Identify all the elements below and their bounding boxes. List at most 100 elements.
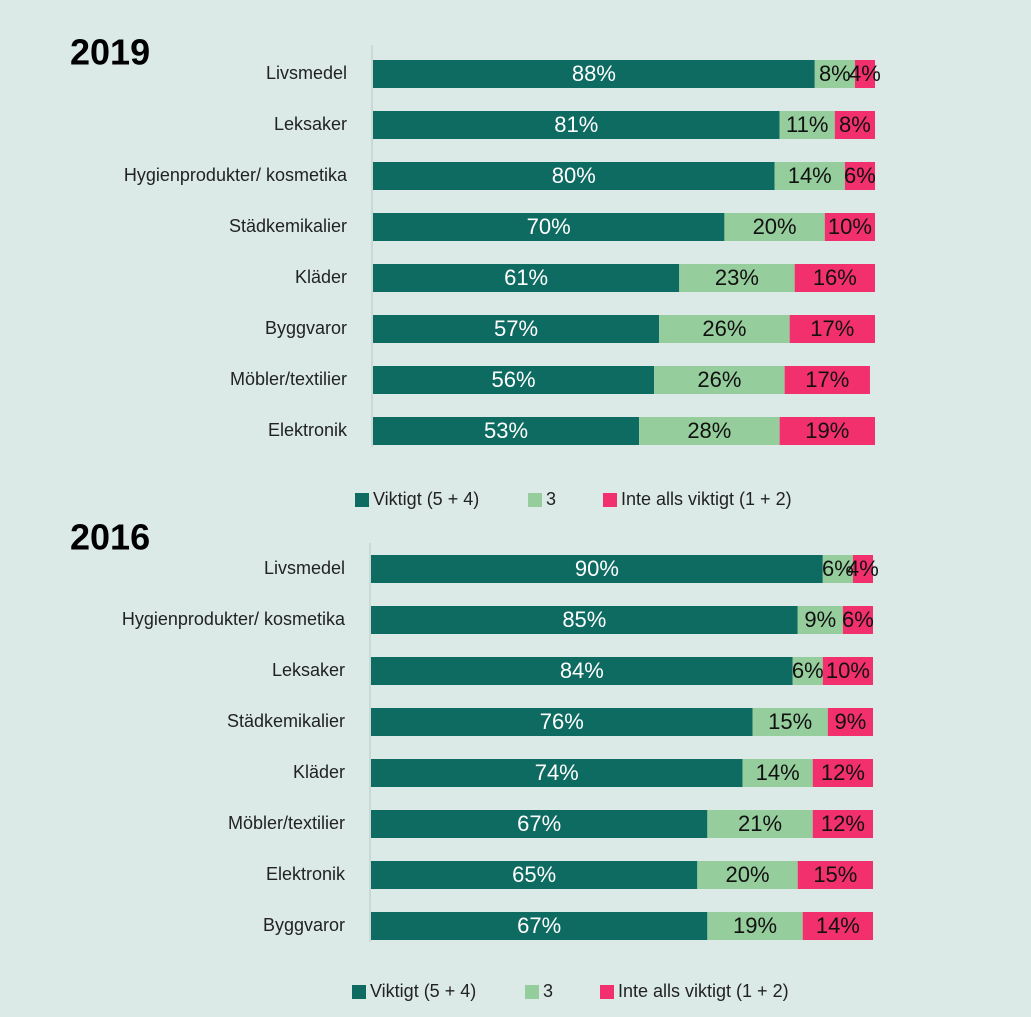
bar-segment [842,606,873,634]
bar-segment [373,111,780,139]
legend-label: 3 [546,489,556,509]
bar-segment [792,657,823,685]
category-label: Leksaker [272,660,345,680]
value-label: 6% [792,658,824,683]
bar-segment [371,861,698,889]
bar-segment [373,315,660,343]
bar-segment [697,861,798,889]
bar-segment [827,708,873,736]
bar-segment [812,759,873,787]
bar-segment [371,657,793,685]
bar-segment [373,264,680,292]
legend-label: Inte alls viktigt (1 + 2) [618,981,789,1001]
value-label: 84% [560,658,604,683]
value-label: 80% [552,163,596,188]
bar-segment [822,657,873,685]
value-label: 12% [821,760,865,785]
legend-swatch [600,985,614,999]
bar-segment [639,417,780,445]
value-label: 81% [554,112,598,137]
bar-segment [724,213,825,241]
bar-segment [373,60,815,88]
value-label: 9% [804,607,836,632]
value-label: 8% [819,61,851,86]
legend-swatch [525,985,539,999]
category-label: Städkemikalier [229,216,347,236]
legend-label: Inte alls viktigt (1 + 2) [621,489,792,509]
value-label: 76% [540,709,584,734]
bar-segment [371,606,798,634]
bar-segment [373,213,725,241]
category-label: Byggvaror [265,318,347,338]
legend-label: Viktigt (5 + 4) [373,489,479,509]
bar-segment [371,810,708,838]
category-label: Städkemikalier [227,711,345,731]
value-label: 26% [702,316,746,341]
category-label: Elektronik [266,864,346,884]
value-label: 8% [839,112,871,137]
bar-segment [814,60,855,88]
chart-title: 2016 [70,517,150,558]
bar-segment [797,606,843,634]
value-label: 14% [756,760,800,785]
category-label: Livsmedel [264,558,345,578]
bar-segment [707,810,813,838]
bar-segment [774,162,845,190]
value-label: 10% [826,658,870,683]
value-label: 56% [492,367,536,392]
bar-segment [854,60,875,88]
value-label: 70% [527,214,571,239]
legend-label: 3 [543,981,553,1001]
value-label: 57% [494,316,538,341]
value-label: 4% [847,556,879,581]
bar-segment [797,861,873,889]
value-label: 14% [788,163,832,188]
value-label: 4% [849,61,881,86]
value-label: 6% [822,556,854,581]
chart-title: 2019 [70,32,150,73]
bar-segment [707,912,803,940]
value-label: 74% [535,760,579,785]
category-label: Livsmedel [266,63,347,83]
value-label: 67% [517,811,561,836]
value-label: 90% [575,556,619,581]
bar-segment [789,315,875,343]
category-label: Möbler/textilier [230,369,347,389]
value-label: 12% [821,811,865,836]
value-label: 65% [512,862,556,887]
bar-segment [371,708,753,736]
legend-swatch [603,493,617,507]
value-label: 15% [813,862,857,887]
value-label: 17% [805,367,849,392]
bar-segment [373,162,775,190]
category-label: Byggvaror [263,915,345,935]
bar-segment [654,366,785,394]
bar-segment [779,417,875,445]
value-label: 17% [810,316,854,341]
value-label: 19% [733,913,777,938]
value-label: 67% [517,913,561,938]
bar-segment [371,912,708,940]
value-label: 85% [562,607,606,632]
category-label: Hygienprodukter/ kosmetika [122,609,346,629]
bar-segment [371,555,823,583]
value-label: 10% [828,214,872,239]
value-label: 14% [816,913,860,938]
legend-swatch [352,985,366,999]
bar-segment [852,555,873,583]
category-label: Möbler/textilier [228,813,345,833]
bar-segment [802,912,873,940]
value-label: 11% [786,112,828,137]
value-label: 21% [738,811,782,836]
category-label: Hygienprodukter/ kosmetika [124,165,348,185]
value-label: 20% [753,214,797,239]
value-label: 15% [768,709,812,734]
value-label: 88% [572,61,616,86]
legend-label: Viktigt (5 + 4) [370,981,476,1001]
value-label: 6% [844,163,876,188]
bar-segment [784,366,870,394]
value-label: 53% [484,418,528,443]
value-label: 61% [504,265,548,290]
value-label: 28% [687,418,731,443]
